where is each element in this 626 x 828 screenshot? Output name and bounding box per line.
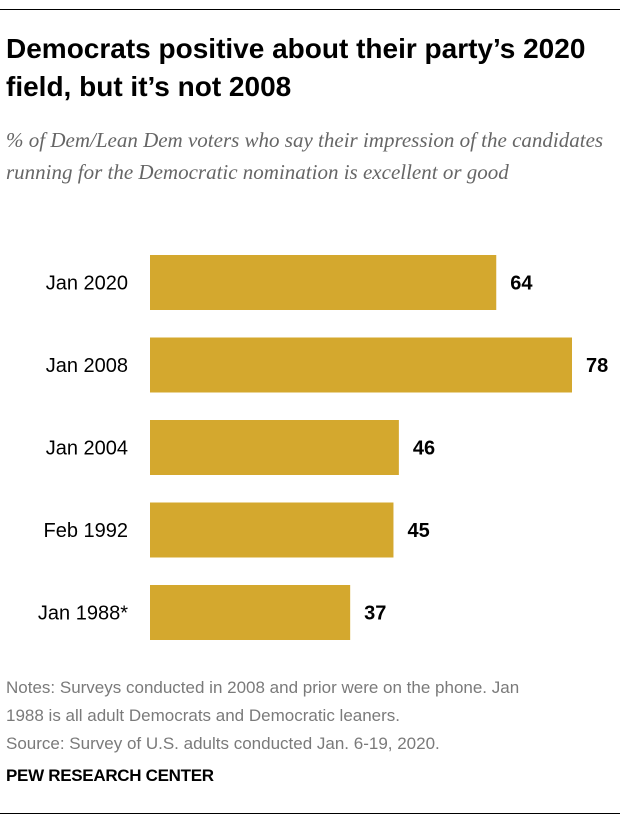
data-label-feb-1992: 45 <box>407 520 429 542</box>
source-line: Source: Survey of U.S. adults conducted … <box>6 734 440 753</box>
category-label-jan-2004: Jan 2004 <box>46 438 128 460</box>
category-label-jan-2020: Jan 2020 <box>46 273 128 295</box>
bar-jan-1988 <box>150 585 351 640</box>
notes-line-1: Notes: Surveys conducted in 2008 and pri… <box>6 678 520 697</box>
bar-jan-2004 <box>150 420 399 475</box>
chart-subtitle: % of Dem/Lean Dem voters who say their i… <box>6 128 604 184</box>
chart-title: Democrats positive about their party’s 2… <box>6 33 586 102</box>
category-label-feb-1992: Feb 1992 <box>43 520 128 542</box>
bar-chart: Jan 2020 64 Jan 2008 78 Jan 2004 46 Feb 1992 45… <box>38 255 608 640</box>
chart-notes: Notes: Surveys conducted in 2008 and pri… <box>6 674 620 758</box>
top-rule <box>0 9 620 10</box>
data-label-jan-2008: 78 <box>586 355 608 377</box>
bar-jan-2008 <box>150 337 572 393</box>
notes-line-2: 1988 is all adult Democrats and Democrat… <box>6 706 401 725</box>
pew-research-center-logo: PEW RESEARCH CENTER <box>6 766 214 785</box>
data-label-jan-2004: 46 <box>413 438 435 460</box>
data-label-jan-1988: 37 <box>364 603 386 625</box>
bottom-rule <box>0 813 620 814</box>
data-label-jan-2020: 64 <box>510 273 533 295</box>
category-label-jan-2008: Jan 2008 <box>46 355 128 377</box>
bar-jan-2020 <box>150 255 497 310</box>
category-label-jan-1988: Jan 1988* <box>38 603 128 625</box>
bar-feb-1992 <box>150 502 394 558</box>
